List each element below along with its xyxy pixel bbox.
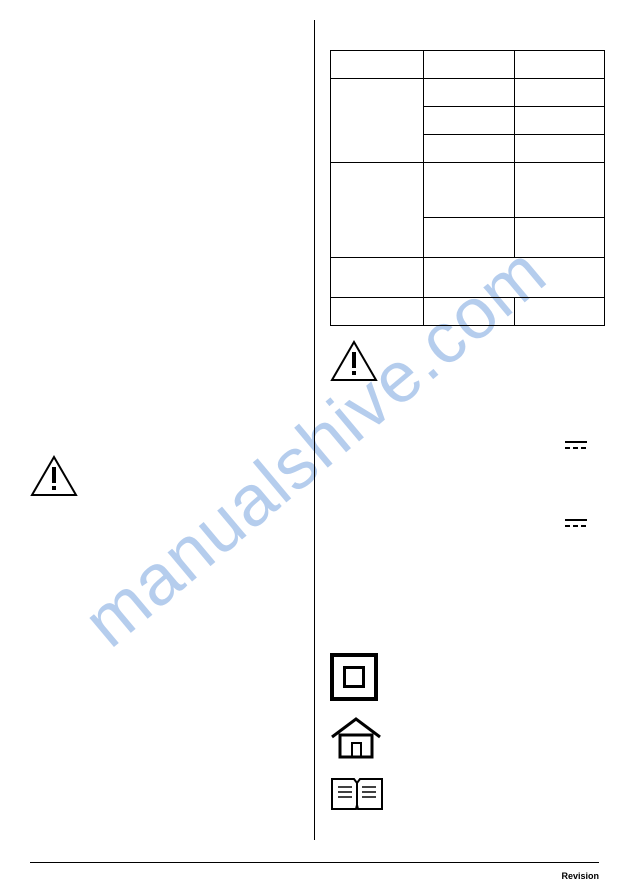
dc-symbol-1 xyxy=(330,437,605,455)
dc-symbol-2 xyxy=(330,515,605,533)
indoor-use-icon xyxy=(330,715,382,759)
safety-icons-stack xyxy=(330,653,605,813)
right-column xyxy=(330,20,605,813)
table-row xyxy=(331,258,605,298)
direct-current-icon xyxy=(565,519,587,529)
warning-triangle-icon xyxy=(30,455,78,497)
direct-current-icon xyxy=(565,441,587,451)
revision-label: Revision xyxy=(561,871,599,881)
table-row xyxy=(331,79,605,107)
dc-symbols-block xyxy=(330,437,605,533)
class-ii-insulation-icon xyxy=(330,653,378,701)
read-manual-icon xyxy=(330,773,384,813)
table-row xyxy=(331,51,605,79)
page-container: Revision xyxy=(0,0,629,893)
column-divider xyxy=(314,20,315,840)
table-row xyxy=(331,298,605,326)
table-row xyxy=(331,163,605,218)
spec-table xyxy=(330,50,605,326)
warning-triangle-icon xyxy=(330,340,378,382)
warning-icon-left xyxy=(30,455,78,502)
warning-icon-right xyxy=(330,340,605,387)
footer-divider xyxy=(30,862,599,863)
